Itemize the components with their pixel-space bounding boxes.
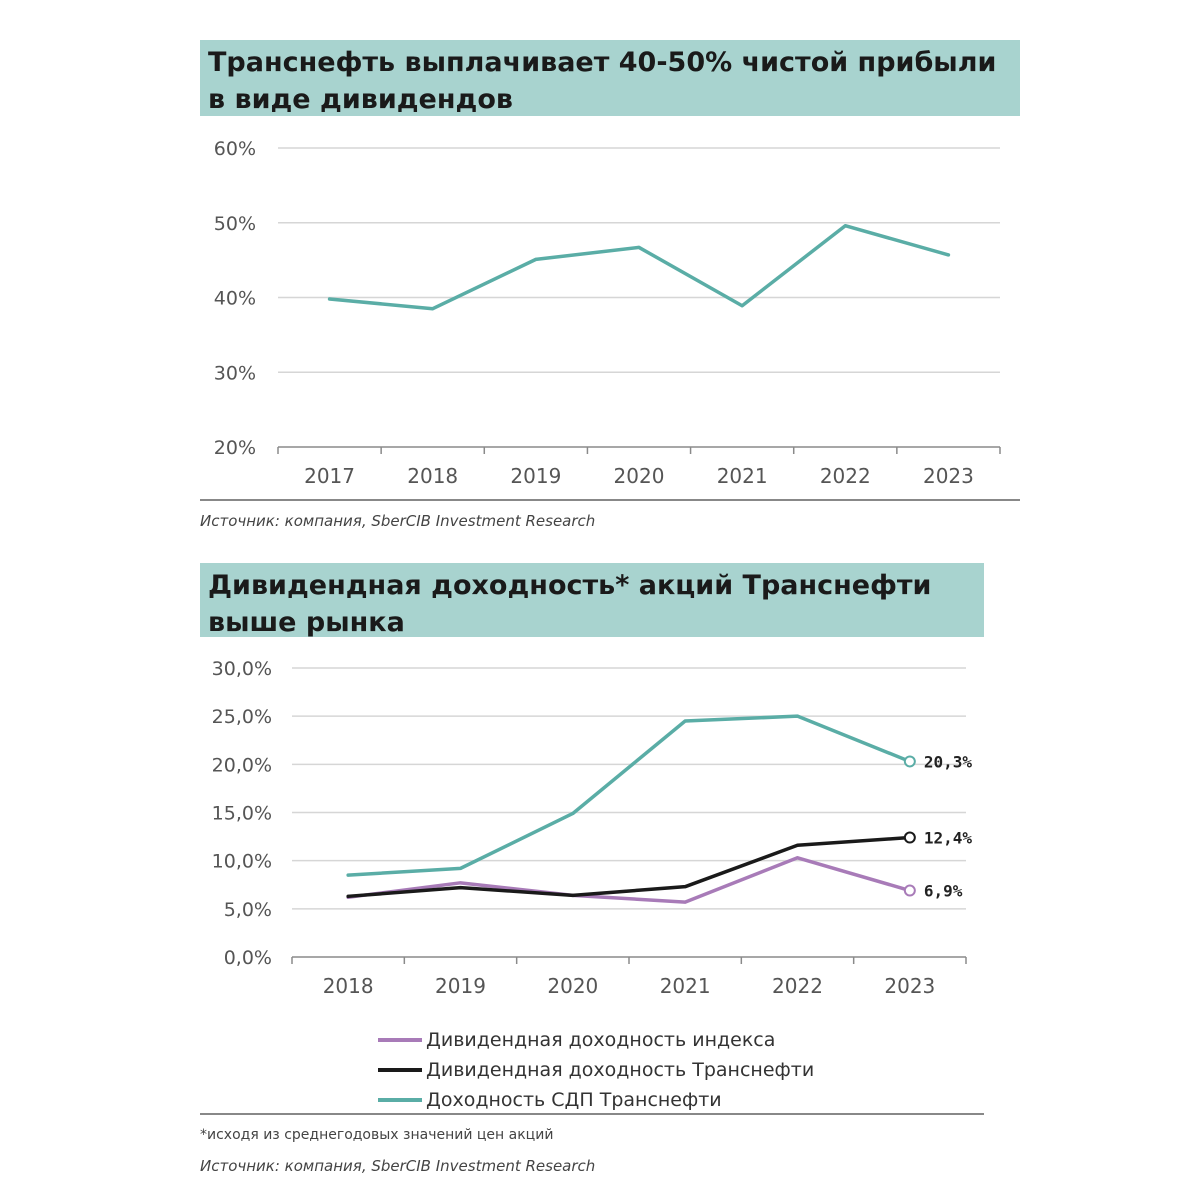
chart2-series-2-point <box>796 714 799 718</box>
chart2-note: *исходя из среднегодовых значений цен ак… <box>200 1127 554 1143</box>
chart1-series-0-point <box>946 253 950 257</box>
chart2-series-1-end-marker <box>903 831 916 844</box>
chart2-series-0-end-label: 6,9% <box>924 882 963 901</box>
chart2-x-tick-label: 2018 <box>323 974 374 998</box>
chart1-x-tick-label: 2018 <box>407 464 458 488</box>
chart2-series-1-point <box>346 894 350 898</box>
chart2-series-2-point <box>571 811 575 815</box>
chart2-series-0-point <box>459 881 462 885</box>
chart1-series-0-point <box>431 307 435 311</box>
chart2-divider <box>200 1113 984 1115</box>
chart2-series-1-point <box>796 843 799 847</box>
chart2-series-0-line <box>346 856 912 904</box>
chart2-series-1-point <box>571 893 575 897</box>
chart1-y-tick-label: 40% <box>214 288 256 310</box>
chart2-x-tick-label: 2023 <box>884 974 935 998</box>
chart2-source: Источник: компания, SberCIB Investment R… <box>200 1157 596 1175</box>
chart2-series-0-point <box>683 900 687 904</box>
chart2-y-tick-label: 20,0% <box>212 754 272 776</box>
chart1-series-0-point <box>843 224 847 228</box>
legend-label-transneft: Дивидендная доходность Транснефти <box>426 1059 815 1081</box>
chart1-x-tick-label: 2017 <box>304 464 355 488</box>
chart2-x-tick-label: 2022 <box>772 974 823 998</box>
chart1-y-tick-label: 30% <box>214 362 256 384</box>
chart2-series-0-point <box>796 856 799 860</box>
chart2-series-1-line <box>346 835 912 899</box>
chart1-y-tick-label: 20% <box>214 437 256 459</box>
chart2-series-1-point <box>459 886 462 890</box>
chart2-series-2-point <box>346 873 350 877</box>
chart2-x-tick-label: 2020 <box>547 974 598 998</box>
chart2-y-tick-label: 0,0% <box>224 947 272 969</box>
chart2-y-tick-label: 15,0% <box>212 803 272 825</box>
legend-item-index: Дивидендная доходность индекса <box>378 1025 814 1055</box>
chart1-x-tick-label: 2020 <box>614 464 665 488</box>
chart1-x-tick-label: 2019 <box>510 464 561 488</box>
chart2-y-tick-label: 25,0% <box>212 706 272 728</box>
legend-label-index: Дивидендная доходность индекса <box>426 1029 776 1051</box>
chart1-divider <box>200 499 1020 501</box>
chart2-y-tick-label: 10,0% <box>212 851 272 873</box>
chart2-legend: Дивидендная доходность индекса Дивидендн… <box>378 1025 814 1115</box>
chart1-source: Источник: компания, SberCIB Investment R… <box>200 512 596 530</box>
chart1-series-0-point <box>328 297 332 301</box>
chart2-y-tick-label: 5,0% <box>224 899 272 921</box>
chart2-series-2-line <box>346 714 912 877</box>
legend-swatch-index <box>378 1038 422 1042</box>
chart2-series-0-end-marker <box>903 884 916 897</box>
chart2-series-2-point <box>459 866 462 870</box>
legend-swatch-transneft <box>378 1068 422 1072</box>
legend-item-transneft: Дивидендная доходность Транснефти <box>378 1055 814 1085</box>
chart2-series-2-end-label: 20,3% <box>924 752 973 771</box>
chart1-series-0-point <box>740 304 744 308</box>
chart1-plot: 20% 30% 40% 50% 60% 2017 2018 2019 2020 2021 2022 2… <box>214 138 1001 488</box>
legend-label-sdp: Доходность СДП Транснефти <box>426 1089 722 1111</box>
chart1-series-0-point <box>637 245 641 249</box>
chart2-y-tick-label: 30,0% <box>212 658 272 680</box>
legend-item-sdp: Доходность СДП Транснефти <box>378 1085 814 1115</box>
chart2-x-tick-label: 2019 <box>435 974 486 998</box>
legend-swatch-sdp <box>378 1098 422 1102</box>
chart1-x-tick-label: 2023 <box>923 464 974 488</box>
chart2-series-2-end-marker <box>903 755 916 768</box>
chart2-series-2-point <box>683 719 687 723</box>
chart1-series-0-point <box>534 257 538 261</box>
chart1-title: Транснефть выплачивает 40-50% чистой при… <box>200 40 1020 116</box>
chart2-title: Дивидендная доходность* акций Транснефти… <box>200 563 984 638</box>
chart2-x-tick-label: 2021 <box>660 974 711 998</box>
chart1-y-tick-label: 50% <box>214 213 256 235</box>
chart2-series-1-end-label: 12,4% <box>924 829 973 848</box>
chart1-y-tick-label: 60% <box>214 138 256 160</box>
chart2-series-1-point <box>683 885 687 889</box>
chart1-x-tick-label: 2021 <box>717 464 768 488</box>
chart2-plot: 0,0% 5,0% 10,0% 15,0% 20,0% 25,0% 30,0% 2018 201… <box>212 658 973 998</box>
chart1-x-tick-label: 2022 <box>820 464 871 488</box>
